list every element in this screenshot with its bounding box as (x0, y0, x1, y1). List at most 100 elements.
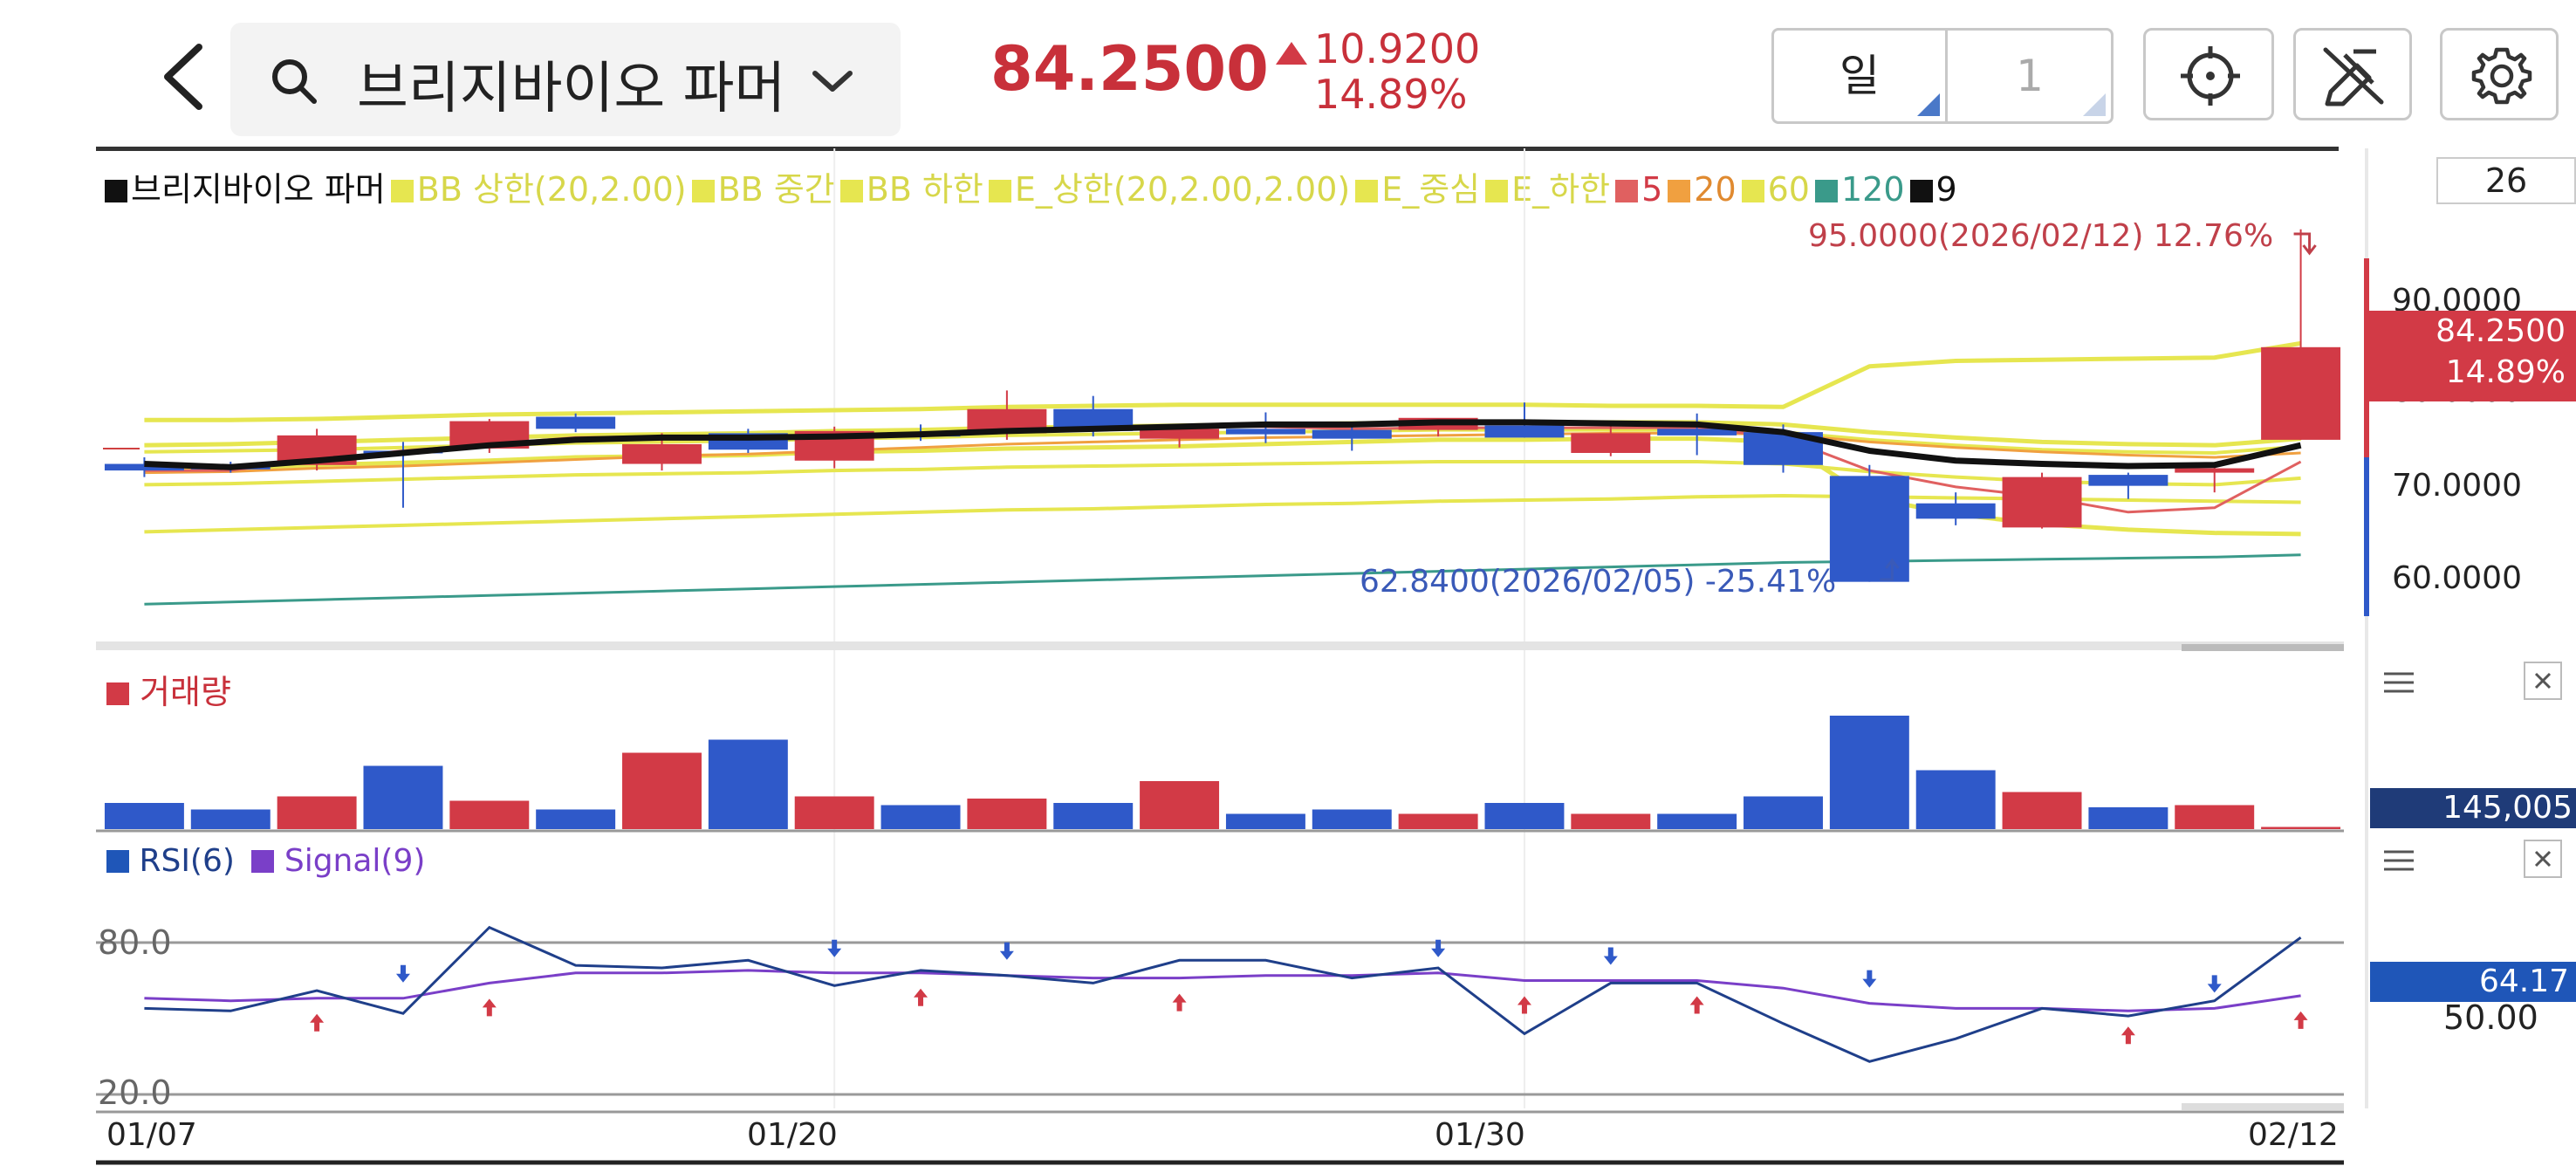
legend-item[interactable]: BB 중간 (691, 170, 835, 209)
sell-arrow (395, 964, 410, 983)
crosshair-button[interactable] (2143, 28, 2274, 120)
settings-button[interactable] (2440, 28, 2559, 120)
price-legend: 브리지바이오 파머 BB 상한(20,2.00) BB 중간 BB 하한 E_상한(20… (105, 162, 1963, 210)
price-axis-tick: 70.0000 (2392, 468, 2522, 504)
legend-item[interactable]: E_하한 (1485, 170, 1610, 209)
candle-body (2002, 477, 2082, 528)
rsi-last-tag: 64.17 (2370, 962, 2576, 1002)
volume-bar (1140, 781, 1220, 829)
legend-swatch (1485, 180, 1509, 202)
legend-item[interactable]: E_중심 (1355, 170, 1480, 209)
low-arrow (1880, 558, 1900, 581)
buy-arrow (310, 1013, 325, 1032)
gear-icon (2471, 47, 2532, 105)
volume-legend-label: 거래량 (140, 673, 231, 711)
stock-search-box[interactable]: 브리지바이오 파머 (230, 23, 901, 136)
bb-lower-line (144, 436, 2301, 537)
legend-item[interactable]: BB 하한 (839, 170, 983, 209)
rsi-level-low-label: 20.0 (98, 1073, 172, 1112)
legend-item[interactable]: E_상한(20,2.00,2.00) (988, 170, 1351, 209)
rsi-menu-button[interactable] (2379, 840, 2421, 881)
volume-bar (104, 803, 184, 829)
legend-item[interactable]: 60 (1741, 170, 1810, 209)
legend-item[interactable]: 120 (1814, 170, 1905, 209)
close-icon (2534, 850, 2552, 868)
toolbar: 브리지바이오 파머 84.2500 10.9200 14.89% 일 1 (0, 0, 2576, 151)
legend-label: E_상한(20,2.00,2.00) (1014, 170, 1351, 209)
back-button[interactable] (148, 35, 218, 119)
corner-triangle-icon (2083, 93, 2106, 116)
x-axis-label: 02/12 (2248, 1117, 2339, 1153)
sell-arrow (2207, 975, 2222, 993)
volume-menu-button[interactable] (2379, 662, 2421, 703)
crosshair-icon (2181, 46, 2240, 106)
signal-legend-swatch (251, 850, 275, 873)
volume-bar (277, 796, 357, 829)
legend-swatch (1814, 180, 1838, 202)
rsi-legend-label: RSI(6) (139, 843, 235, 879)
candle-body (1484, 425, 1565, 438)
legend-swatch (1355, 180, 1379, 202)
price-tag-percent: 14.89% (2445, 354, 2566, 390)
legend-item[interactable]: 9 (1909, 170, 1957, 209)
legend-swatch (390, 180, 414, 202)
candle-body (622, 443, 702, 464)
candle-body (104, 463, 184, 471)
change-percent: 14.89% (1314, 71, 1468, 119)
volume-bar (2002, 792, 2082, 829)
legend-item[interactable]: 브리지바이오 파머 (105, 170, 386, 209)
change-amount: 10.9200 (1314, 25, 1481, 72)
legend-swatch (1741, 180, 1764, 202)
rsi-legend: RSI(6) Signal(9) (106, 843, 425, 879)
legend-label: 브리지바이오 파머 (131, 170, 386, 209)
price-axis-box[interactable]: 26 (2436, 157, 2576, 204)
legend-swatch (1668, 180, 1691, 202)
ma9-line (144, 419, 2302, 470)
volume-bar (1657, 813, 1737, 829)
hamburger-icon (2384, 850, 2414, 871)
volume-bar (1829, 716, 1909, 829)
price-tag-value: 84.2500 (2436, 313, 2566, 349)
volume-bar (2175, 805, 2255, 829)
drawing-toggle-button[interactable] (2293, 28, 2412, 120)
volume-bar (622, 752, 702, 829)
legend-item[interactable]: 20 (1668, 170, 1737, 209)
volume-bar (794, 796, 874, 829)
legend-item[interactable]: 5 (1615, 170, 1662, 209)
volume-bar (1398, 813, 1478, 829)
sell-arrow (1862, 970, 1877, 988)
stock-name: 브리지바이오 파머 (357, 57, 786, 121)
legend-label: BB 상한(20,2.00) (416, 170, 687, 209)
chevron-down-icon[interactable] (808, 59, 857, 103)
rsi-close-button[interactable] (2524, 840, 2562, 878)
envelope-lower-line (144, 460, 2301, 487)
up-triangle-icon (1276, 42, 1307, 65)
legend-label: 20 (1694, 170, 1737, 209)
volume-bar (1744, 796, 1823, 829)
period-selector: 일 1 (1771, 28, 2114, 124)
legend-item[interactable]: BB 상한(20,2.00) (390, 170, 687, 209)
high-annotation: 95.0000(2026/02/12) 12.76% (1808, 218, 2274, 254)
buy-arrow (1689, 996, 1704, 1014)
buy-arrow (482, 998, 497, 1017)
candle-body (1312, 429, 1392, 439)
period-unit-selector[interactable]: 일 (1774, 31, 1948, 121)
period-count-input[interactable]: 1 (2016, 51, 2044, 101)
candle-body (2088, 475, 2168, 486)
volume-bar (708, 739, 788, 829)
candle-body (1571, 433, 1651, 453)
ma120-line (144, 553, 2301, 606)
legend-swatch (1909, 180, 1933, 202)
buy-arrow (1172, 993, 1187, 1012)
ma60-line (144, 493, 2301, 534)
volume-bar (1312, 809, 1392, 829)
x-axis-label: 01/07 (106, 1117, 197, 1153)
rsi-line (144, 925, 2302, 1063)
legend-swatch (839, 180, 863, 202)
signal-line (144, 969, 2301, 1012)
rsi-axis-tick: 50.00 (2443, 998, 2538, 1037)
volume-close-button[interactable] (2524, 662, 2562, 700)
legend-label: 9 (1935, 170, 1957, 209)
volume-bar (1053, 803, 1134, 829)
